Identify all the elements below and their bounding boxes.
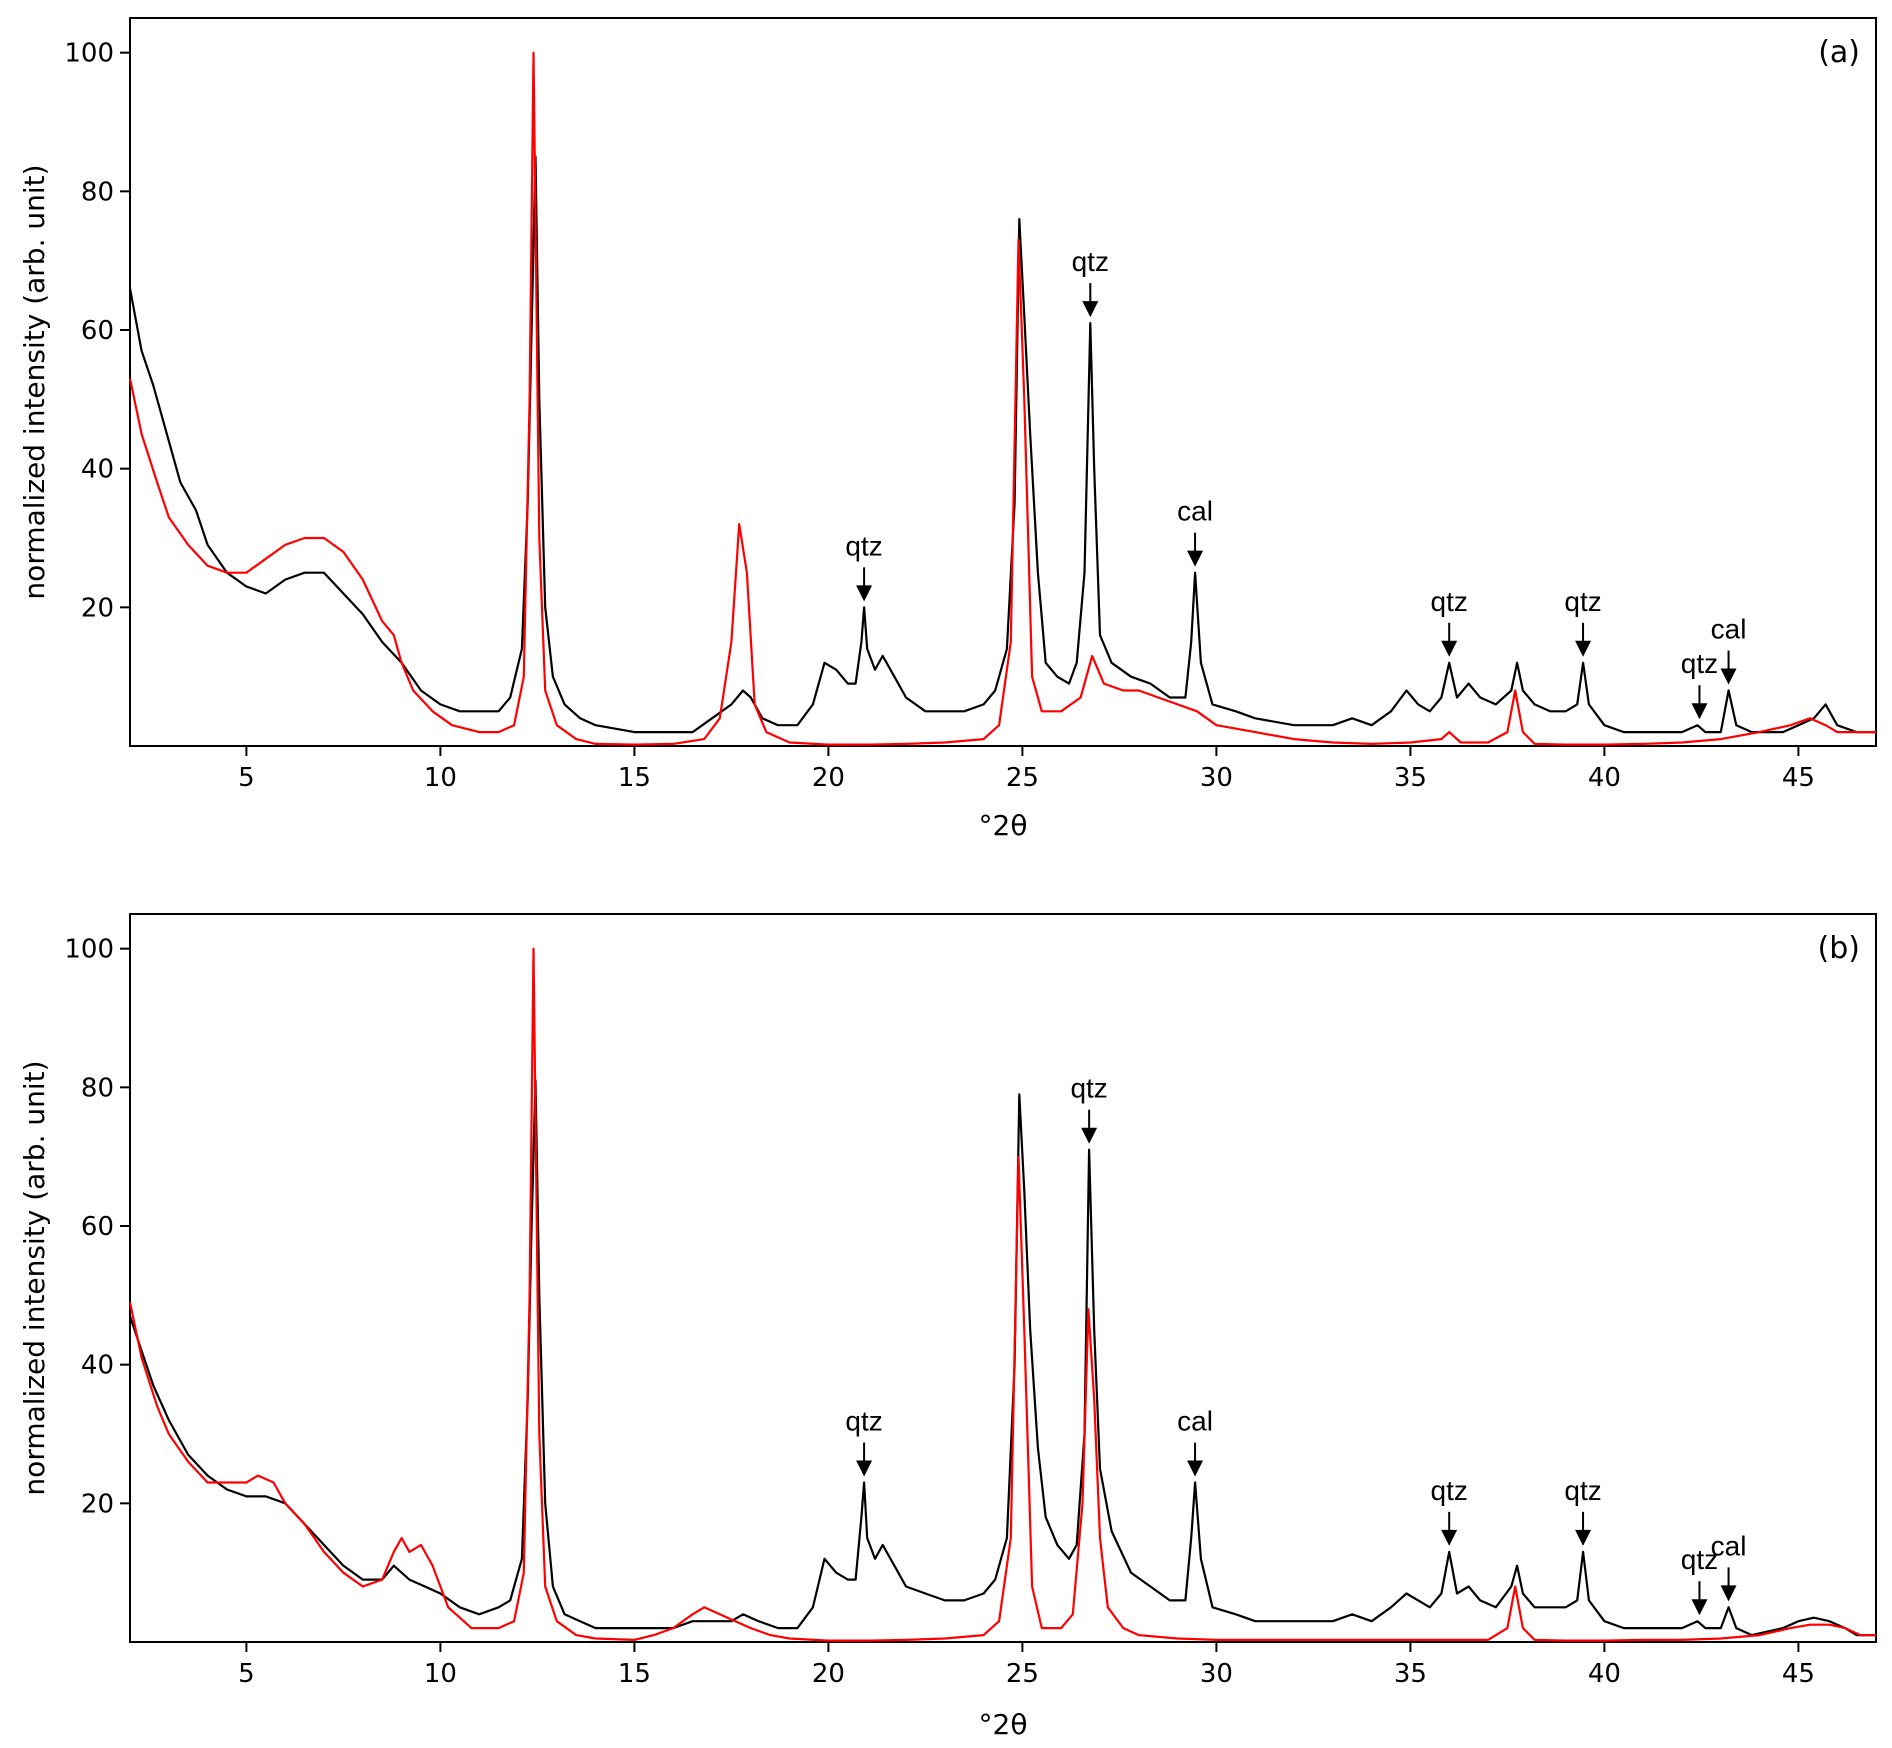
peak-annotation: qtz [845, 1406, 883, 1477]
x-tick-label: 30 [1200, 763, 1233, 793]
peak-label: qtz [1431, 1475, 1468, 1506]
peak-annotation: cal [1177, 496, 1213, 567]
peak-annotation: qtz [1431, 586, 1468, 657]
arrow-down-icon [1082, 301, 1099, 318]
y-axis-ticks: 20 40 60 80 100 [64, 39, 130, 623]
plot-frame [129, 913, 1877, 1643]
peak-annotation: qtz [845, 530, 883, 602]
arrow-down-icon [856, 585, 873, 602]
arrow-down-icon [856, 1460, 873, 1477]
y-axis-ticks: 20 40 60 80 100 [64, 935, 130, 1519]
y-tick-label: 20 [81, 1489, 114, 1519]
y-axis-label: normalized intensity (arb. unit) [18, 164, 51, 599]
x-axis-ticks: 5 10 15 20 25 30 35 40 45 [238, 1642, 1815, 1689]
y-tick-label: 80 [81, 177, 114, 207]
x-axis-label: °2θ [979, 809, 1028, 842]
peak-label: cal [1177, 1406, 1213, 1437]
y-tick-label: 80 [81, 1073, 114, 1103]
arrow-down-icon [1187, 550, 1204, 567]
x-tick-label: 5 [238, 763, 255, 793]
peak-label: cal [1711, 1530, 1747, 1561]
y-tick-label: 40 [81, 455, 114, 485]
peak-label: qtz [845, 530, 882, 561]
y-tick-label: 20 [81, 593, 114, 623]
arrow-down-icon [1691, 703, 1708, 720]
x-tick-label: 45 [1782, 1659, 1815, 1689]
panel-label: (b) [1818, 931, 1860, 966]
peak-annotation: cal [1711, 614, 1747, 685]
x-tick-label: 30 [1200, 1659, 1233, 1689]
y-tick-label: 40 [81, 1351, 114, 1381]
peak-annotation: qtz [1564, 1475, 1602, 1546]
series-line-red [128, 947, 1876, 1642]
peak-label: qtz [1431, 586, 1468, 617]
arrow-down-icon [1441, 1529, 1458, 1546]
x-tick-label: 35 [1394, 1659, 1427, 1689]
peak-label: qtz [1681, 1544, 1718, 1575]
x-tick-label: 40 [1588, 763, 1621, 793]
peak-label: qtz [1072, 246, 1109, 277]
peak-label: qtz [1564, 1475, 1601, 1506]
peak-annotation: qtz [1681, 648, 1718, 720]
x-tick-label: 20 [812, 1659, 845, 1689]
arrow-down-icon [1720, 668, 1737, 685]
y-axis-label: normalized intensity (arb. unit) [18, 1060, 51, 1495]
peak-annotation: qtz [1564, 586, 1602, 657]
peak-annotation: qtz [1431, 1475, 1468, 1546]
y-tick-label: 100 [64, 935, 114, 965]
plot-frame [129, 17, 1877, 747]
x-tick-label: 10 [424, 1659, 457, 1689]
arrow-down-icon [1441, 640, 1458, 657]
x-tick-label: 35 [1394, 763, 1427, 793]
arrow-down-icon [1575, 640, 1592, 657]
peak-label: cal [1711, 614, 1747, 645]
peak-annotation: qtz [1072, 246, 1109, 318]
arrow-down-icon [1081, 1127, 1098, 1144]
arrow-down-icon [1720, 1585, 1737, 1602]
y-tick-label: 60 [81, 316, 114, 346]
peak-annotation: qtz [1070, 1073, 1108, 1144]
x-tick-label: 20 [812, 763, 845, 793]
series-line-black [128, 155, 1876, 734]
x-axis-label: °2θ [979, 1708, 1028, 1741]
x-tick-label: 40 [1588, 1659, 1621, 1689]
peak-label: cal [1177, 496, 1213, 527]
x-tick-label: 15 [618, 763, 651, 793]
peak-annotation: cal [1711, 1530, 1747, 1602]
panel-label: (a) [1818, 35, 1860, 70]
series-line-red [128, 51, 1876, 746]
peak-annotation: cal [1177, 1406, 1213, 1477]
peak-label: qtz [1681, 648, 1718, 679]
arrow-down-icon [1575, 1529, 1592, 1546]
arrow-down-icon [1691, 1599, 1708, 1616]
peak-annotation: qtz [1681, 1544, 1718, 1616]
x-tick-label: 15 [618, 1659, 651, 1689]
x-tick-label: 45 [1782, 763, 1815, 793]
peak-label: qtz [1070, 1073, 1107, 1104]
x-tick-label: 10 [424, 763, 457, 793]
y-tick-label: 100 [64, 39, 114, 69]
x-tick-label: 25 [1006, 1659, 1039, 1689]
arrow-down-icon [1187, 1460, 1204, 1477]
peak-label: qtz [1564, 586, 1601, 617]
y-tick-label: 60 [81, 1212, 114, 1242]
x-tick-label: 5 [238, 1659, 255, 1689]
series-line-black [128, 1079, 1876, 1637]
peak-label: qtz [845, 1406, 882, 1437]
x-tick-label: 25 [1006, 763, 1039, 793]
x-axis-ticks: 5 10 15 20 25 30 35 40 45 [238, 746, 1815, 793]
